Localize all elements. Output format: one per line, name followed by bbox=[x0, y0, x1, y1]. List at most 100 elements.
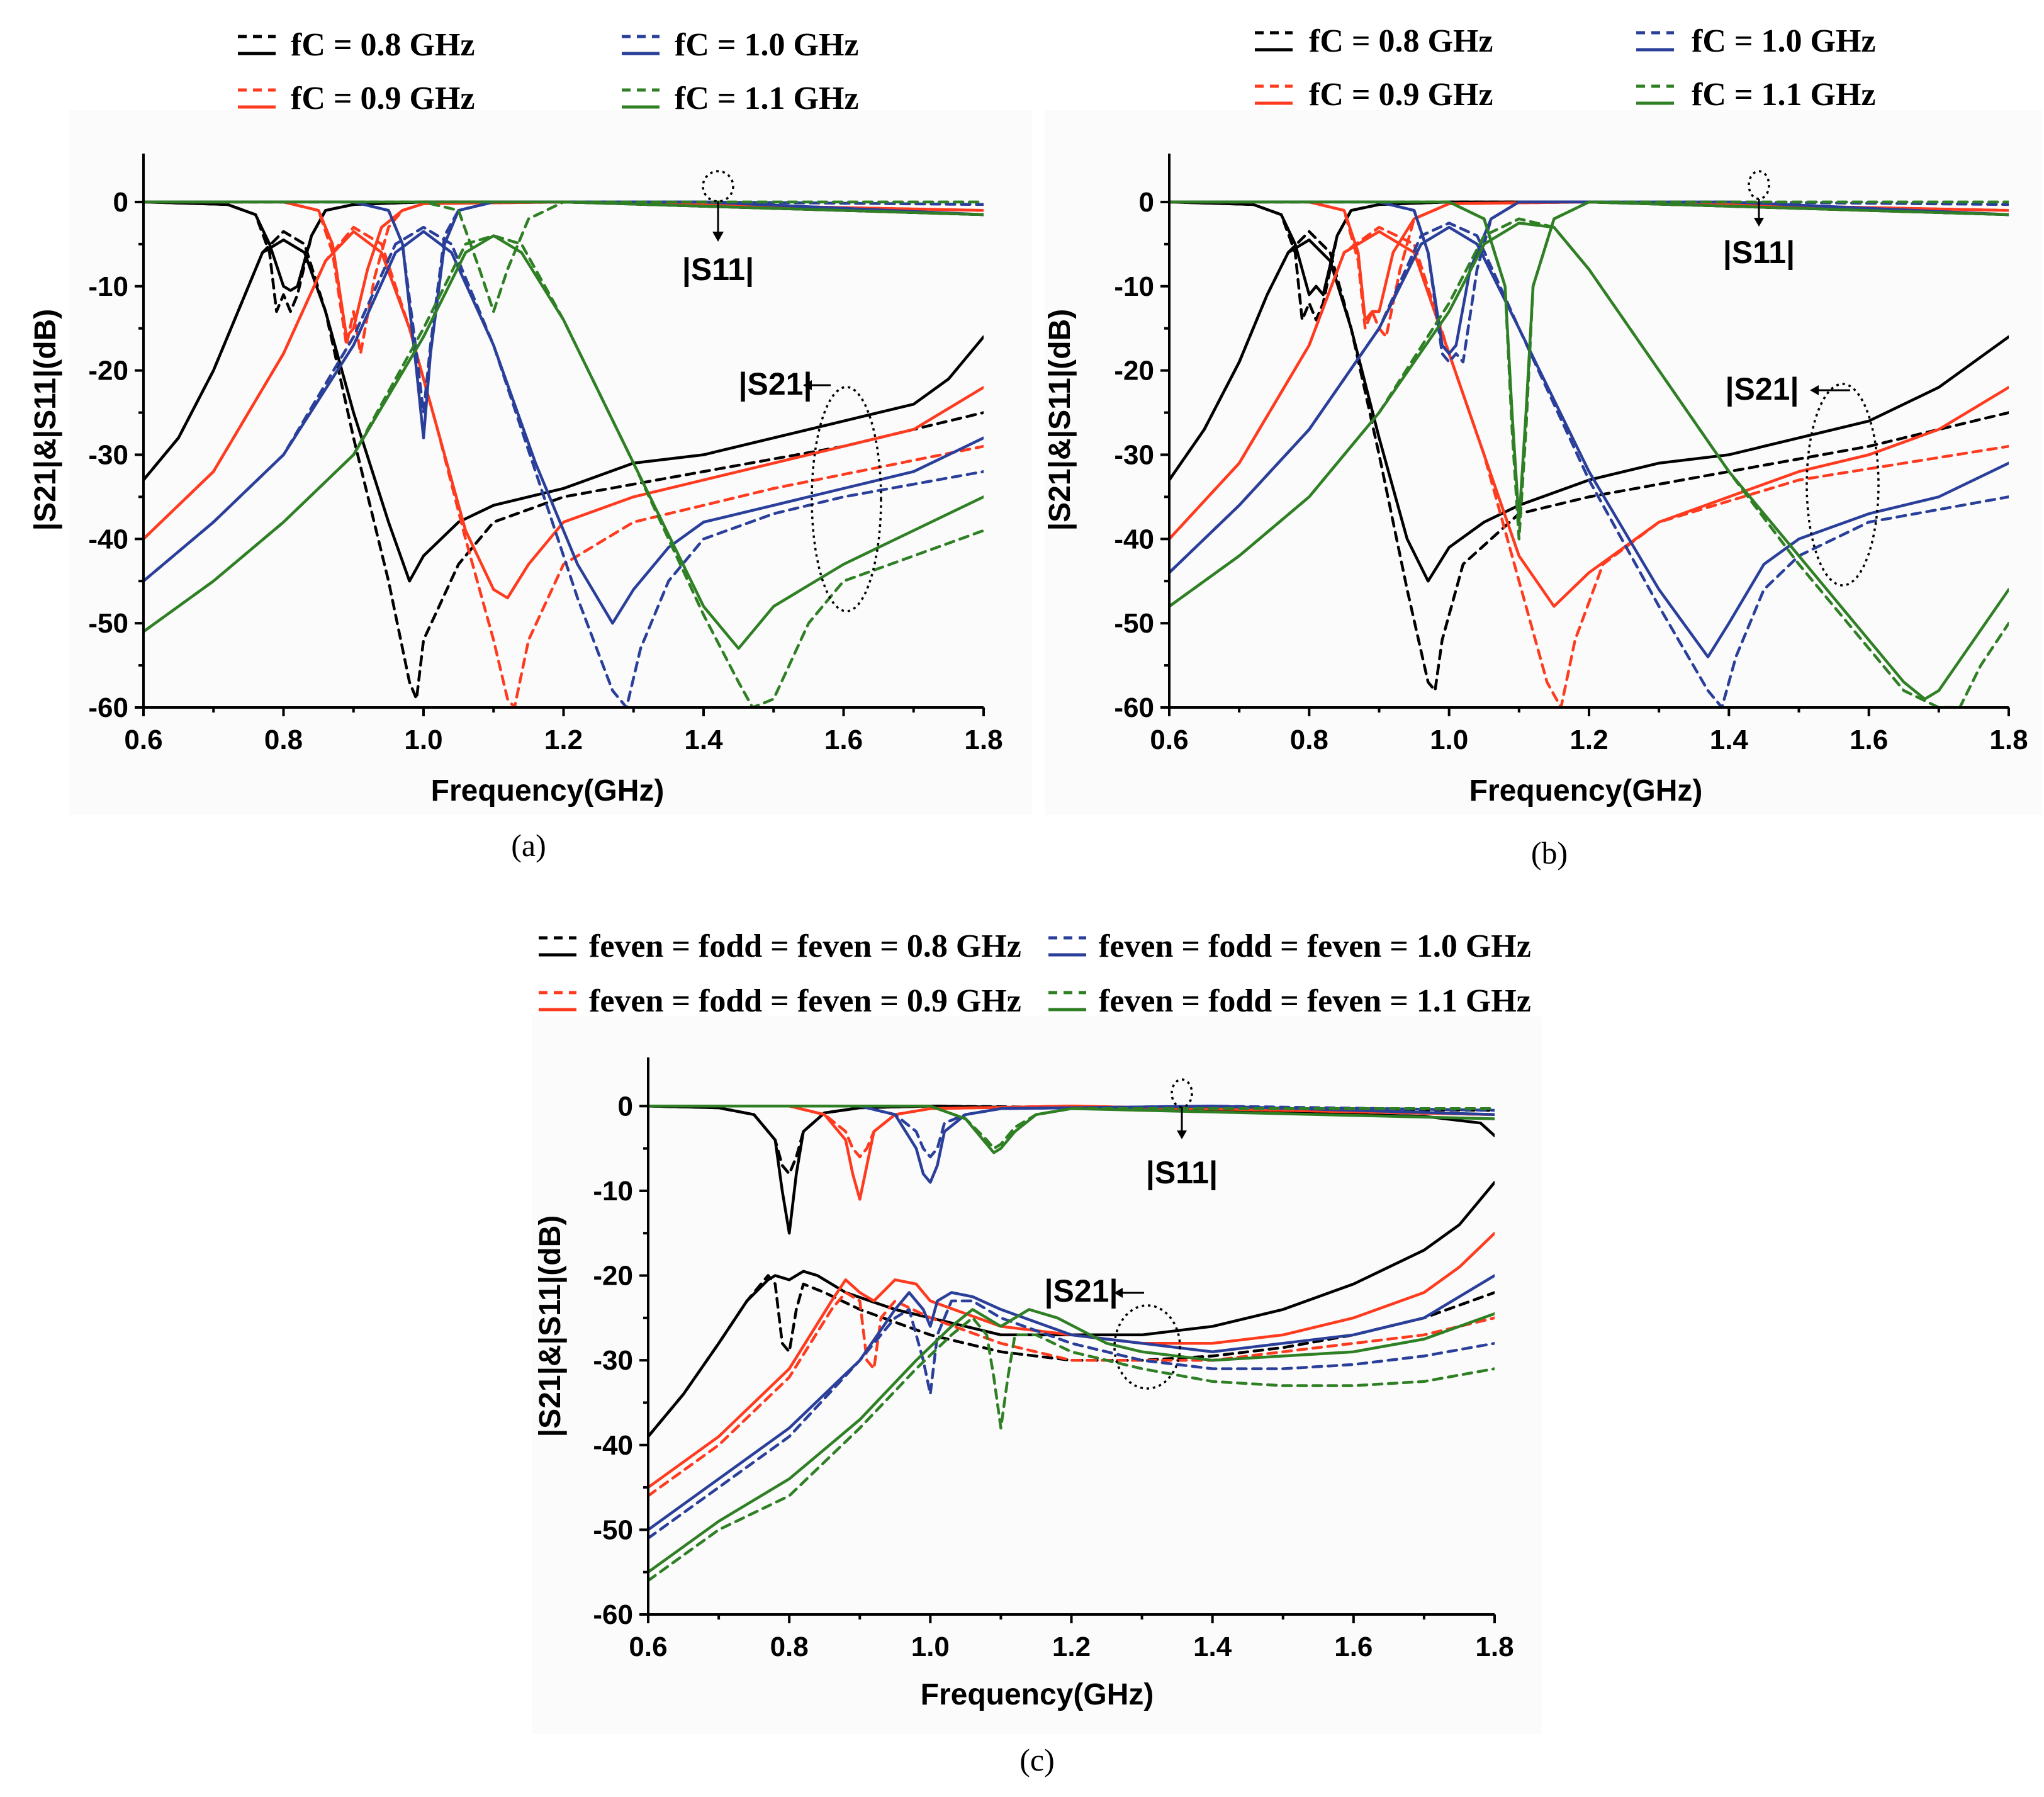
x-tick-label-b: 1.0 bbox=[1430, 724, 1468, 755]
x-tick-label-b: 0.8 bbox=[1290, 724, 1328, 755]
x-tick-label-c: 1.6 bbox=[1334, 1631, 1373, 1662]
panel-c-background bbox=[532, 1017, 1542, 1734]
x-tick-label-a: 1.0 bbox=[404, 724, 442, 755]
s21-ellipse-b bbox=[1805, 383, 1880, 587]
x-tick-label-a: 1.2 bbox=[544, 724, 583, 755]
x-tick-label-c: 1.4 bbox=[1193, 1631, 1232, 1662]
panel-a-background bbox=[69, 110, 1032, 815]
s11-label-c: |S11| bbox=[1146, 1155, 1218, 1191]
y-tick-label-a: -50 bbox=[88, 608, 128, 639]
x-tick-label-c: 0.6 bbox=[629, 1631, 667, 1662]
s11-label-a: |S11| bbox=[682, 252, 754, 288]
s21-label-b: |S21| bbox=[1726, 371, 1799, 407]
y-tick-label-a: -10 bbox=[88, 271, 128, 302]
x-tick-label-a: 1.8 bbox=[964, 724, 1002, 755]
x-tick-label-c: 1.8 bbox=[1475, 1631, 1513, 1662]
y-tick-label-b: -40 bbox=[1114, 524, 1154, 555]
legend-b: fC = 0.8 GHz fC = 1.0 GHz fC = 0.9 GHz f… bbox=[1255, 23, 1875, 113]
series-a-fc-1-0-ghz-s21-sim bbox=[143, 225, 984, 707]
series-a-fc-1-1-ghz-s11-sim bbox=[143, 200, 984, 313]
s21-arrowhead-b bbox=[1810, 385, 1819, 395]
panel-a: fC = 0.8 GHz fC = 1.0 GHz fC = 0.9 GHz f… bbox=[29, 27, 1032, 863]
s11-ellipse-b bbox=[1748, 170, 1770, 200]
legend-b-label-3: fC = 1.1 GHz bbox=[1692, 77, 1875, 113]
s21-ellipse-a bbox=[811, 386, 882, 612]
y-tick-label-b: -10 bbox=[1114, 271, 1154, 302]
x-axis-title-c: Frequency(GHz) bbox=[921, 1678, 1154, 1711]
x-tick-label-a: 1.4 bbox=[684, 724, 723, 755]
series-b-fc-1-1-ghz-s11-sim bbox=[1169, 200, 2009, 541]
s11-arrowhead-b bbox=[1754, 218, 1764, 227]
series-c-1-0-ghz-s21-sim bbox=[648, 1299, 1495, 1540]
s21-ellipse-c bbox=[1113, 1304, 1181, 1390]
series-c-0-9-ghz-s21 bbox=[648, 1231, 1495, 1489]
y-tick-label-c: -20 bbox=[593, 1261, 633, 1292]
annotation-s11-a: |S11| bbox=[682, 170, 754, 288]
x-tick-label-a: 0.8 bbox=[264, 724, 303, 755]
s11-label-b: |S11| bbox=[1723, 235, 1795, 271]
panel-c: feven = fodd = feven = 0.8 GHz feven = f… bbox=[532, 928, 1542, 1777]
x-axis-title-a: Frequency(GHz) bbox=[431, 774, 665, 808]
plot-a: 0.6 0.8 1.0 1.2 1.4 1.6 1.8 0 -10 -20 -30 -40 -50 -60 bbox=[88, 154, 1003, 755]
series-c-1-1-ghz-s11-sim bbox=[648, 1105, 1495, 1150]
s11-ellipse-a bbox=[702, 170, 734, 203]
x-tick-label-b: 1.6 bbox=[1850, 724, 1888, 755]
annotation-s21-c: |S21| bbox=[1045, 1273, 1181, 1390]
caption-c: (c) bbox=[1019, 1742, 1055, 1777]
legend-b-label-1: fC = 1.0 GHz bbox=[1692, 23, 1875, 59]
series-c-1-0-ghz-s11-sim bbox=[648, 1105, 1495, 1159]
y-tick-label-b: 0 bbox=[1139, 187, 1154, 218]
y-tick-label-b: -60 bbox=[1114, 692, 1154, 723]
legend-c-label-1: feven = fodd = feven = 1.0 GHz bbox=[1099, 928, 1531, 964]
annotation-s21-b: |S21| bbox=[1726, 371, 1880, 587]
s21-label-a: |S21| bbox=[739, 366, 812, 402]
legend-a-label-3: fC = 1.1 GHz bbox=[675, 81, 858, 116]
legend-c-label-2: feven = fodd = feven = 0.9 GHz bbox=[589, 983, 1021, 1019]
x-tick-label-c: 0.8 bbox=[770, 1631, 809, 1662]
curves-b bbox=[1169, 200, 2009, 707]
y-tick-label-a: -60 bbox=[88, 692, 128, 723]
y-tick-label-c: -40 bbox=[593, 1430, 633, 1461]
x-tick-label-b: 1.2 bbox=[1570, 724, 1608, 755]
legend-b-label-2: fC = 0.9 GHz bbox=[1309, 77, 1493, 113]
legend-a-label-0: fC = 0.8 GHz bbox=[291, 27, 474, 63]
caption-a: (a) bbox=[511, 828, 546, 863]
x-tick-label-b: 0.6 bbox=[1150, 724, 1188, 755]
y-tick-label-c: 0 bbox=[618, 1091, 633, 1122]
panel-b: fC = 0.8 GHz fC = 1.0 GHz fC = 0.9 GHz f… bbox=[1043, 23, 2042, 870]
y-tick-label-a: -40 bbox=[88, 524, 128, 555]
y-tick-label-b: -30 bbox=[1114, 439, 1154, 470]
series-c-0-8-ghz-s21-sim bbox=[648, 1274, 1495, 1438]
panel-b-background bbox=[1045, 110, 2042, 815]
s11-arrowhead-c bbox=[1177, 1130, 1187, 1139]
series-b-fc-1-0-ghz-s21 bbox=[1169, 225, 2009, 658]
plot-c: 0.6 0.8 1.0 1.2 1.4 1.6 1.8 0 -10 -20 -30 -40 -50 -60 bbox=[593, 1057, 1514, 1662]
y-tick-label-a: -30 bbox=[88, 439, 128, 470]
series-b-fc-1-0-ghz-s11-sim bbox=[1169, 200, 2009, 364]
y-axis-title-a: |S21|&|S11|(dB) bbox=[29, 309, 62, 531]
series-c-0-9-ghz-s11-sim bbox=[648, 1105, 1495, 1159]
y-tick-label-c: -30 bbox=[593, 1345, 633, 1376]
y-tick-label-b: -50 bbox=[1114, 608, 1154, 639]
y-tick-label-c: -10 bbox=[593, 1176, 633, 1207]
y-axis-title-b: |S21|&|S11|(dB) bbox=[1043, 309, 1077, 531]
series-c-1-1-ghz-s21-sim bbox=[648, 1316, 1495, 1582]
y-axis-title-c: |S21|&|S11|(dB) bbox=[534, 1215, 567, 1438]
x-tick-label-b: 1.4 bbox=[1710, 724, 1749, 755]
curves-c bbox=[648, 1105, 1495, 1582]
series-a-fc-0-9-ghz-s21-sim bbox=[143, 225, 984, 707]
legend-b-label-0: fC = 0.8 GHz bbox=[1309, 23, 1493, 59]
s21-arrowhead-c bbox=[1114, 1288, 1123, 1298]
legend-a-label-2: fC = 0.9 GHz bbox=[291, 81, 474, 116]
legend-c-label-3: feven = fodd = feven = 1.1 GHz bbox=[1099, 983, 1531, 1019]
series-b-fc-0-8-ghz-s21-sim bbox=[1169, 230, 2009, 692]
series-a-fc-1-0-ghz-s21 bbox=[143, 230, 984, 625]
series-c-1-1-ghz-s21 bbox=[648, 1308, 1495, 1574]
annotation-s21-a: |S21| bbox=[739, 366, 882, 612]
s21-arrowhead-a bbox=[803, 380, 812, 390]
x-tick-label-b: 1.8 bbox=[1989, 724, 2028, 755]
legend-a: fC = 0.8 GHz fC = 1.0 GHz fC = 0.9 GHz f… bbox=[238, 27, 858, 116]
x-tick-label-c: 1.2 bbox=[1052, 1631, 1091, 1662]
curves-a bbox=[143, 200, 984, 707]
